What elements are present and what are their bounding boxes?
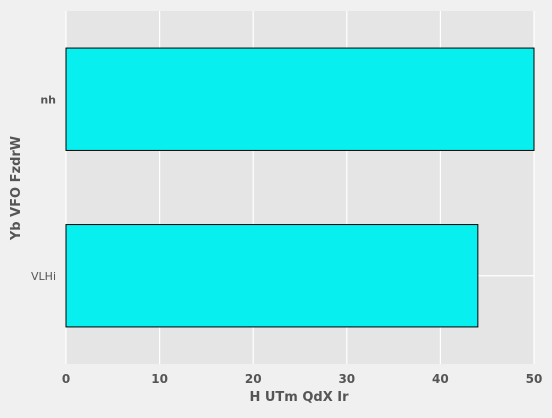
x-tick-labels: 0 10 20 30 40 50 <box>62 372 543 386</box>
x-tick-label: 30 <box>338 372 355 386</box>
x-tick-label: 10 <box>151 372 168 386</box>
y-tick-label: VLHi <box>31 270 56 283</box>
x-tick-label: 20 <box>245 372 262 386</box>
bar <box>65 47 535 151</box>
bars <box>65 47 535 328</box>
bar <box>65 224 479 328</box>
y-tick-label: nh <box>40 93 56 106</box>
x-axis-label: H UTm QdX Ir <box>249 390 349 405</box>
y-axis-label: Yb VFO FzdrW <box>9 136 24 241</box>
x-tick-label: 50 <box>526 372 543 386</box>
x-tick-label: 40 <box>432 372 449 386</box>
y-tick-labels: VLHi nh <box>31 93 56 283</box>
x-tick-label: 0 <box>62 372 70 386</box>
